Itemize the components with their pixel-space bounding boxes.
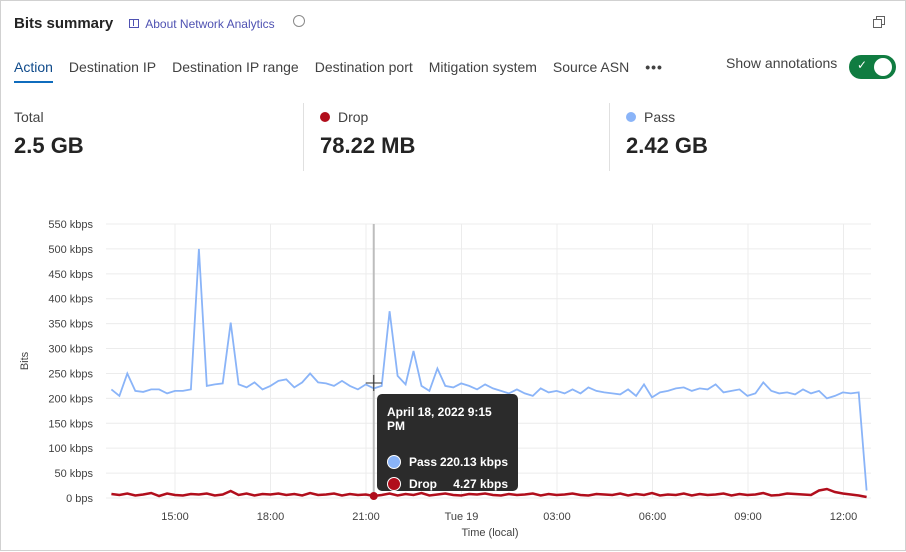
pass-dot-icon: [387, 455, 401, 469]
x-tick-label: 06:00: [639, 511, 667, 523]
stat-pass: Pass 2.42 GB: [626, 109, 708, 159]
x-tick-label: 12:00: [830, 511, 858, 523]
tab-destination-port[interactable]: Destination port: [314, 59, 413, 75]
chart-tooltip: April 18, 2022 9:15 PM Pass 220.13 kbps D…: [377, 394, 518, 491]
y-tick-label: 450 kbps: [48, 269, 93, 281]
stat-value: 78.22 MB: [320, 133, 416, 158]
x-tick-label: Tue 19: [445, 511, 479, 523]
tooltip-row-pass: Pass 220.13 kbps: [387, 455, 508, 469]
drop-dot-icon: [387, 477, 401, 491]
about-link[interactable]: About Network Analytics: [129, 16, 275, 31]
series-line-drop: [111, 487, 867, 499]
y-tick-label: 300 kbps: [48, 344, 93, 356]
header: Bits summary About Network Analytics: [14, 14, 305, 32]
tab-mitigation-system[interactable]: Mitigation system: [428, 59, 537, 75]
y-tick-label: 100 kbps: [48, 443, 93, 455]
tooltip-value: 4.27 kbps: [453, 477, 508, 491]
show-annotations-toggle[interactable]: ✓: [849, 55, 896, 79]
series-line-pass: [110, 248, 868, 491]
tooltip-value: 220.13 kbps: [439, 455, 508, 469]
tab-destination-ip-range[interactable]: Destination IP range: [172, 59, 299, 75]
tooltip-label: Drop: [409, 477, 437, 491]
show-annotations-label: Show annotations: [726, 55, 838, 71]
y-tick-label: 50 kbps: [54, 468, 93, 480]
tooltip-label: Pass: [409, 455, 438, 469]
x-tick-label: 18:00: [257, 511, 285, 523]
pass-dot-icon: [626, 112, 636, 122]
hover-point-drop: [369, 492, 378, 501]
y-tick-label: 350 kbps: [48, 319, 93, 331]
tab-source-asn[interactable]: Source ASN: [552, 59, 630, 75]
drop-dot-icon: [320, 112, 330, 122]
tab-destination-ip[interactable]: Destination IP: [68, 59, 157, 75]
popout-icon[interactable]: [873, 16, 885, 28]
y-axis-label: Bits: [19, 351, 31, 370]
tab-action[interactable]: Action: [14, 59, 53, 83]
stat-value: 2.5 GB: [14, 133, 84, 158]
divider: [609, 103, 610, 171]
x-tick-label: 03:00: [543, 511, 571, 523]
x-tick-label: 09:00: [734, 511, 762, 523]
y-tick-label: 500 kbps: [48, 244, 93, 256]
x-tick-label: 15:00: [161, 511, 189, 523]
tooltip-title: April 18, 2022 9:15 PM: [387, 405, 492, 433]
stat-label: Pass: [644, 109, 676, 125]
y-tick-label: 400 kbps: [48, 294, 93, 306]
stat-total: Total 2.5 GB: [14, 109, 84, 159]
stat-label: Drop: [338, 109, 369, 125]
page-title: Bits summary: [14, 15, 114, 32]
more-tabs-button[interactable]: •••: [645, 59, 663, 75]
tooltip-row-drop: Drop 4.27 kbps: [387, 477, 508, 491]
stat-drop: Drop 78.22 MB: [320, 109, 415, 159]
y-tick-label: 150 kbps: [48, 418, 93, 430]
y-tick-label: 0 bps: [66, 493, 93, 505]
stat-value: 2.42 GB: [626, 133, 708, 158]
x-axis-label: Time (local): [461, 527, 518, 539]
book-icon: [129, 19, 140, 28]
x-tick-label: 21:00: [352, 511, 380, 523]
toggle-knob: [874, 58, 892, 76]
stat-label: Total: [14, 109, 44, 125]
divider: [303, 103, 304, 171]
about-link-label: About Network Analytics: [145, 16, 275, 31]
check-icon: ✓: [857, 58, 868, 72]
clock-icon[interactable]: [292, 14, 305, 27]
y-tick-label: 550 kbps: [48, 219, 93, 231]
y-tick-label: 200 kbps: [48, 393, 93, 405]
y-tick-label: 250 kbps: [48, 368, 93, 380]
tab-bar: Action Destination IP Destination IP ran…: [14, 59, 663, 83]
